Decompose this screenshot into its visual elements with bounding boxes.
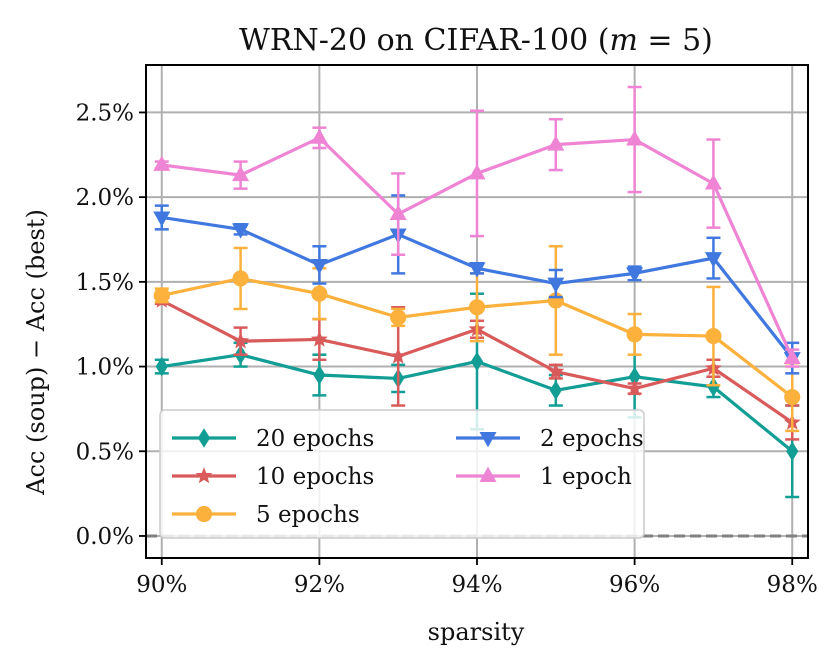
data-point [153, 211, 171, 227]
data-point [707, 377, 720, 397]
data-point [626, 326, 643, 343]
data-point [628, 366, 641, 387]
legend-marker [479, 466, 497, 482]
x-tick-label: 98% [767, 572, 818, 598]
data-point [389, 347, 407, 364]
data-point [389, 204, 407, 221]
legend-label: 5 epochs [256, 502, 360, 528]
axes: 90% 92% 94% 96% 98% 0.0% 0.5% 1.0% 1.5% 2.0% 2.5% [76, 64, 818, 598]
data-point [468, 262, 486, 278]
x-tick-label: 90% [136, 572, 187, 598]
data-point [313, 365, 326, 385]
data-point [783, 348, 801, 365]
legend-item: 20 epochs [172, 426, 374, 452]
data-point [310, 128, 328, 144]
y-tick-label: 0.0% [76, 524, 134, 550]
legend-item: 10 epochs [172, 464, 374, 490]
data-point [470, 351, 484, 372]
series-layer [153, 85, 801, 499]
y-axis-label: Acc (soup) − Acc (best) [22, 209, 50, 496]
x-tick-label: 92% [294, 572, 345, 598]
data-point [626, 267, 644, 283]
y-tick-label: 0.5% [76, 439, 134, 465]
legend-marker [197, 428, 211, 448]
data-point [232, 165, 250, 182]
legend-item: 2 epochs [456, 426, 644, 452]
data-point [390, 309, 407, 326]
data-point [784, 388, 801, 406]
data-point [626, 379, 644, 396]
legend-item: 1 epoch [456, 464, 632, 490]
legend-marker [195, 467, 213, 484]
legend-label: 20 epochs [256, 426, 374, 452]
data-point [232, 270, 249, 287]
data-point [704, 174, 722, 190]
x-axis-label: sparsity [428, 618, 525, 646]
data-point [468, 164, 486, 180]
series-2-epochs [153, 194, 801, 375]
legend-marker [195, 505, 213, 523]
series-20-epochs [154, 292, 800, 499]
legend-item: 5 epochs [172, 502, 360, 528]
data-point [626, 130, 644, 146]
legend-box [159, 409, 645, 539]
y-tick-label: 1.0% [76, 355, 134, 381]
legend-label: 1 epoch [540, 464, 632, 490]
legend: 20 epochs 10 epochs 5 epochs 2 epochs 1 epoc… [159, 409, 645, 539]
data-point [153, 155, 171, 171]
data-point [547, 135, 565, 151]
x-tick-label: 96% [609, 572, 660, 598]
data-point [311, 285, 328, 302]
legend-marker [479, 432, 497, 448]
x-tick-label: 94% [451, 572, 502, 598]
data-point [549, 380, 562, 401]
data-point [705, 327, 722, 345]
data-point [232, 223, 250, 239]
data-point [468, 299, 486, 316]
series-1-epoch [153, 85, 801, 368]
data-point [155, 356, 168, 377]
data-point [153, 287, 170, 304]
data-point [310, 330, 328, 347]
y-tick-label: 1.5% [76, 270, 134, 296]
data-point [547, 362, 565, 379]
data-point [786, 441, 799, 462]
data-point [232, 332, 250, 349]
legend-label: 10 epochs [256, 464, 374, 490]
data-point [310, 258, 328, 275]
y-tick-label: 2.0% [76, 185, 134, 211]
data-point [547, 277, 565, 293]
y-tick-label: 2.5% [76, 100, 134, 126]
chart-title: WRN-20 on CIFAR-100 (m = 5) [239, 23, 713, 58]
data-point [704, 252, 722, 268]
legend-label: 2 epochs [540, 426, 644, 452]
